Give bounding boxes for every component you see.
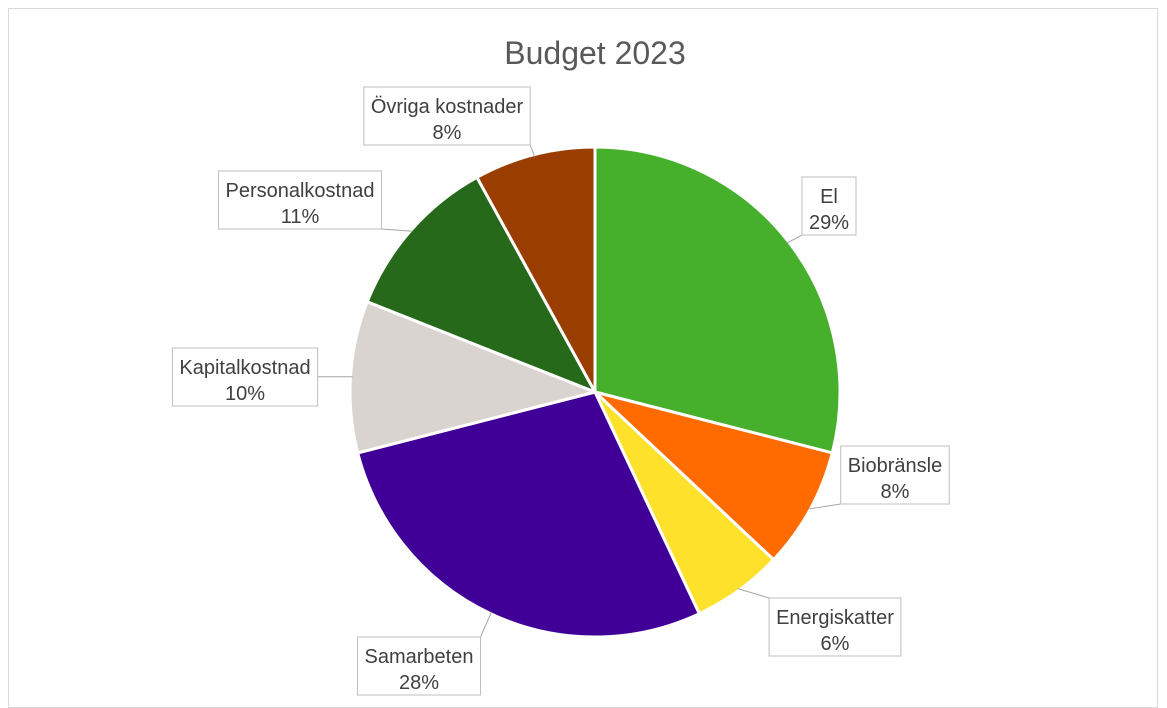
data-label-box xyxy=(357,636,481,696)
data-label-box xyxy=(768,597,902,657)
leader-line-biobransle xyxy=(807,503,841,510)
data-label-el: El 29% xyxy=(801,176,857,236)
pie-slice-personalkostnad xyxy=(365,175,599,395)
data-label-name: Kapitalkostnad xyxy=(179,357,310,379)
pie-slice-biobransle xyxy=(593,390,835,562)
data-label-percent: 8% xyxy=(433,122,462,144)
data-label-name: El xyxy=(820,186,838,208)
data-label-ovriga-kostnader: Övriga kostnader 8% xyxy=(363,86,531,146)
leader-line-ovriga-kostnader xyxy=(529,144,536,157)
data-label-box xyxy=(840,445,950,505)
leader-line-energiskatter xyxy=(737,588,770,599)
data-label-name: Samarbeten xyxy=(365,646,474,668)
label-leader-lines xyxy=(317,144,841,638)
data-label-percent: 10% xyxy=(225,383,265,405)
data-label-biobransle: Biobränsle 8% xyxy=(840,445,950,505)
data-label-percent: 11% xyxy=(281,206,320,228)
data-label-name: Övriga kostnader xyxy=(371,96,524,118)
data-label-kapitalkostnad: Kapitalkostnad 10% xyxy=(171,347,319,407)
data-label-box xyxy=(171,347,319,407)
data-label-percent: 29% xyxy=(809,212,849,234)
data-label-personalkostnad: Personalkostnad 11% xyxy=(218,170,382,230)
leader-line-el xyxy=(786,234,803,244)
data-labels: El 29% Biobränsle 8% Energiskatter 6% Samarbet… xyxy=(171,86,950,696)
data-label-name: Personalkostnad xyxy=(226,180,375,202)
data-label-percent: 28% xyxy=(399,672,439,694)
data-label-samarbeten: Samarbeten 28% xyxy=(357,636,481,696)
data-label-box xyxy=(218,170,382,230)
leader-line-personalkostnad xyxy=(381,228,413,232)
pie-slices xyxy=(348,145,842,639)
leader-line-samarbeten xyxy=(480,611,492,638)
data-label-percent: 8% xyxy=(881,481,910,503)
chart-title: Budget 2023 xyxy=(504,35,686,71)
data-label-energiskatter: Energiskatter 6% xyxy=(768,597,902,657)
data-label-percent: 6% xyxy=(821,633,850,655)
data-label-name: Energiskatter xyxy=(776,607,894,629)
data-label-box xyxy=(801,176,857,236)
data-label-box xyxy=(363,86,531,146)
data-label-name: Biobränsle xyxy=(848,455,943,477)
